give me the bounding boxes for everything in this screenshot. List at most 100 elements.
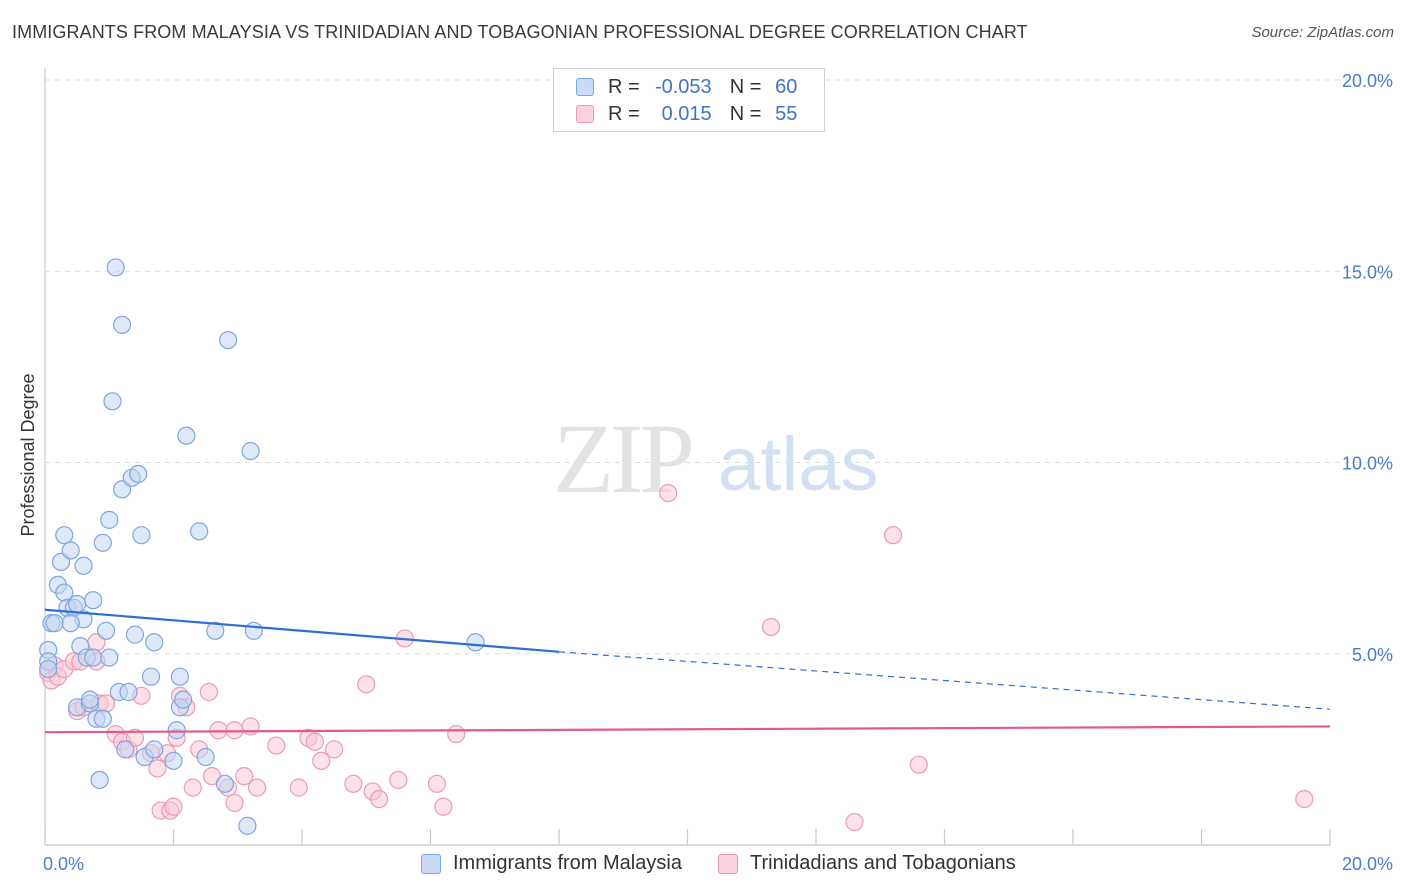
malaysia-point	[215, 774, 234, 793]
series-legend: Immigrants from Malaysia Trinidadians an…	[0, 852, 1406, 878]
malaysia-point	[84, 648, 103, 667]
malaysia-point	[90, 770, 109, 790]
trinidad-point	[289, 778, 308, 797]
malaysia-point	[74, 556, 93, 575]
malaysia-point	[100, 510, 119, 529]
legend-r-value: 0.015	[661, 102, 712, 125]
malaysia-point	[61, 541, 80, 560]
malaysia-point	[93, 533, 112, 552]
watermark-atlas: atlas	[718, 422, 879, 507]
legend-label-trinidad: Trinidadians and Tobagonians	[750, 852, 1016, 874]
trinidad-point	[883, 526, 903, 545]
trinidad-point	[845, 812, 864, 832]
y-tick-label: 5.0%	[1352, 645, 1393, 665]
trinidad-point	[325, 740, 344, 759]
legend-swatch-blue	[421, 853, 441, 874]
legend-r-value: -0.053	[654, 75, 712, 98]
x-tick-labels: 0.0% 20.0%	[43, 854, 1393, 874]
trinidad-point	[183, 778, 202, 797]
malaysia-point	[241, 441, 260, 461]
malaysia-trend-extension	[558, 651, 1331, 710]
chart-title: IMMIGRANTS FROM MALAYSIA VS TRINIDADIAN …	[12, 22, 1028, 42]
axes	[44, 68, 1331, 846]
trinidad-point	[909, 755, 928, 774]
legend-r-label: R =	[608, 75, 640, 98]
malaysia-point	[125, 625, 145, 644]
malaysia-point	[80, 690, 100, 709]
watermark: ZIP atlas	[553, 403, 879, 514]
trinidad-point	[344, 774, 363, 793]
trinidad-point	[199, 682, 218, 702]
legend-item-trinidad: Trinidadians and Tobagonians	[718, 852, 1016, 875]
legend-label-malaysia: Immigrants from Malaysia	[453, 852, 682, 874]
trinidad-point	[389, 770, 408, 790]
malaysia-point	[112, 315, 132, 334]
y-tick-label: 20.0%	[1342, 71, 1393, 91]
malaysia-point	[68, 594, 87, 614]
malaysia-point	[190, 522, 209, 541]
malaysia-point	[219, 331, 238, 350]
trinidad-point	[357, 675, 376, 694]
malaysia-point	[244, 621, 263, 640]
malaysia-point	[466, 633, 485, 652]
trinidad-point	[148, 759, 167, 778]
trinidad-point	[312, 751, 331, 770]
malaysia-point	[119, 682, 138, 702]
trinidad-point	[659, 484, 678, 503]
trinidad-point	[1295, 789, 1314, 809]
malaysia-point	[170, 667, 190, 686]
malaysia-point	[132, 526, 151, 545]
legend-item-malaysia: Immigrants from Malaysia	[421, 852, 682, 875]
malaysia-point	[39, 659, 58, 679]
legend-swatch-pink	[576, 105, 594, 123]
malaysia-point	[238, 816, 257, 835]
legend-n-label: N =	[729, 102, 762, 125]
malaysia-point	[196, 747, 215, 767]
trend-lines	[44, 608, 1331, 734]
legend-n-label: N =	[729, 75, 762, 98]
malaysia-point	[55, 526, 74, 545]
legend-n-value: 60	[775, 75, 798, 98]
stats-legend: R = -0.053 N = 60 R = 0.015 N = 55	[553, 68, 825, 132]
trinidad-point	[434, 797, 453, 816]
legend-r-label: R =	[608, 102, 640, 125]
malaysia-point	[177, 426, 196, 445]
y-tick-label: 15.0%	[1342, 262, 1393, 282]
y-tick-label: 10.0%	[1342, 454, 1393, 474]
trinidad-trend-line	[44, 725, 1331, 734]
trinidad-point	[247, 778, 267, 797]
malaysia-point	[96, 621, 116, 640]
trinidad-point	[267, 736, 286, 755]
malaysia-point	[145, 740, 164, 759]
legend-row-malaysia: R = -0.053 N = 60	[576, 74, 797, 100]
malaysia-point	[206, 621, 225, 640]
malaysia-point	[116, 740, 135, 759]
trinidad-point	[235, 767, 254, 786]
malaysia-point	[141, 667, 161, 686]
malaysia-point	[106, 258, 125, 277]
x-tick-label: 0.0%	[43, 854, 84, 874]
malaysia-point	[100, 648, 119, 667]
trinidad-point	[427, 774, 447, 793]
legend-swatch-blue	[576, 78, 594, 96]
trinidad-point	[209, 721, 228, 740]
malaysia-point	[93, 709, 112, 728]
malaysia-point	[61, 614, 80, 633]
y-axis-title: Professional Degree	[18, 373, 38, 536]
trinidad-point	[370, 789, 389, 809]
malaysia-point	[167, 721, 186, 740]
malaysia-trend-line	[44, 608, 560, 653]
legend-row-trinidad: R = 0.015 N = 55	[576, 101, 797, 127]
malaysia-point	[145, 633, 164, 652]
trinidad-point	[225, 793, 244, 813]
malaysia-point	[84, 591, 103, 610]
trinidad-point	[305, 732, 324, 751]
malaysia-point	[103, 392, 122, 411]
legend-n-value: 55	[775, 102, 798, 125]
grid-lines	[45, 79, 1395, 655]
legend-swatch-pink	[718, 853, 738, 874]
malaysia-point	[45, 614, 64, 633]
trinidad-point	[447, 724, 466, 744]
malaysia-point	[164, 751, 183, 770]
